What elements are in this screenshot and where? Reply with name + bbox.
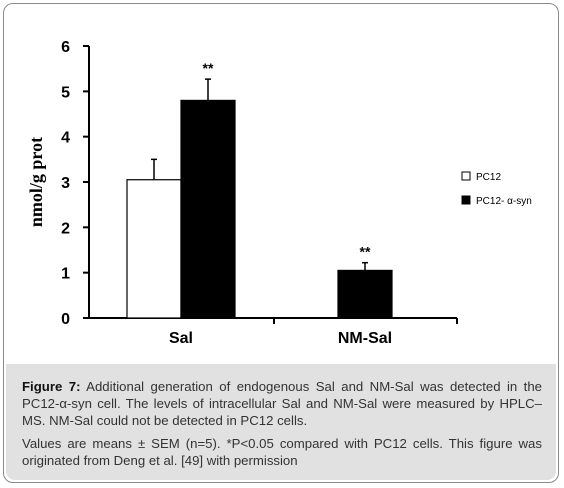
legend-label: PC12- α-syn [476,196,532,207]
figure-frame: 0 1 2 3 4 5 6 nmol/g prot Sal NM-Sal ** ** PC12 PC12-… [3,3,559,483]
y-tick-label: 4 [61,130,70,147]
y-tick-label: 2 [61,220,70,237]
caption-label: Figure 7: [22,379,81,394]
figure-caption: Figure 7: Additional generation of endog… [6,364,556,480]
caption-notes: Values are means ± SEM (n=5). *P<0.05 co… [22,436,542,468]
y-tick-label: 3 [61,175,70,192]
significance-label: ** [360,244,371,260]
caption-main: Figure 7: Additional generation of endog… [22,378,542,429]
legend-label: PC12 [476,172,501,183]
y-tick-label: 5 [61,84,70,101]
x-category-label: NM-Sal [338,330,392,347]
x-category-label: Sal [169,330,193,347]
bar-pc12-a-syn [337,269,393,319]
y-tick-label: 0 [61,311,70,328]
y-tick-label: 6 [61,39,70,56]
bar-pc12-a-syn [180,99,236,319]
bar-pc12 [126,179,182,319]
legend-swatch-pc12-a-syn [461,195,471,205]
significance-label: ** [203,60,214,76]
y-tick-label: 1 [61,266,70,283]
caption-text: Additional generation of endogenous Sal … [22,379,543,428]
bar-chart: 0 1 2 3 4 5 6 nmol/g prot Sal NM-Sal ** ** PC12 PC12-… [26,39,532,347]
legend-swatch-pc12 [461,171,471,181]
y-axis-title: nmol/g prot [26,137,46,227]
